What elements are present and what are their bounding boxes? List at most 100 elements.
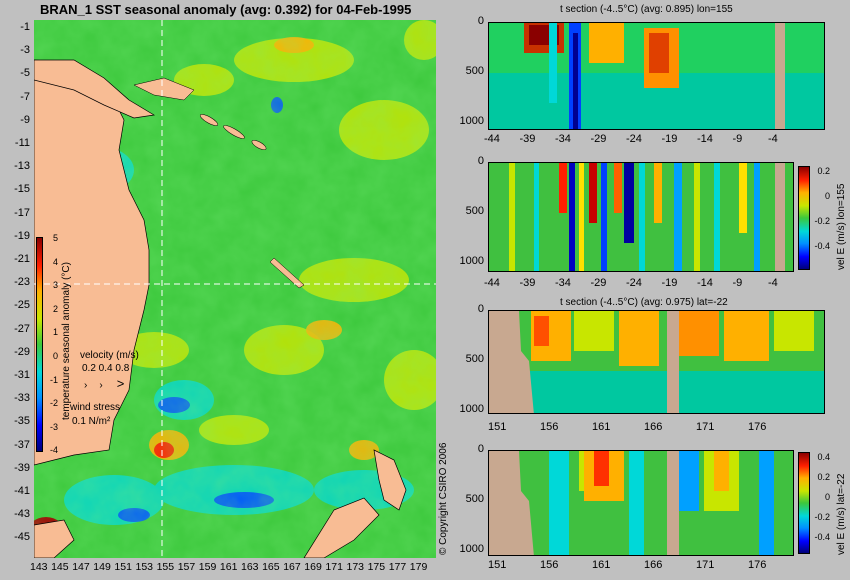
lat-tick-label: -39 bbox=[14, 461, 30, 474]
p2-x-tick-label: -4 bbox=[768, 277, 778, 289]
lat-tick-label: -3 bbox=[20, 44, 30, 57]
wind-legend-scale: 0.1 N/m² bbox=[72, 416, 111, 427]
lat-tick-label: -11 bbox=[14, 137, 30, 149]
p2-y-tick-label: 1000 bbox=[459, 255, 484, 267]
lon-tick-label: 175 bbox=[367, 561, 386, 573]
sst-anomaly-map[interactable] bbox=[34, 20, 436, 558]
p4-x-tick-label: 166 bbox=[644, 559, 663, 571]
panel2-canvas bbox=[489, 163, 793, 271]
lat-tick-label: -29 bbox=[14, 345, 30, 358]
tasmania-land bbox=[34, 519, 75, 558]
panel2-y-axis: 0 500 1000 bbox=[450, 155, 486, 272]
p4-x-tick-label: 171 bbox=[696, 559, 715, 571]
p3-x-tick-label: 176 bbox=[748, 421, 767, 433]
colorbar-tick-label: 5 bbox=[52, 233, 58, 243]
lat-tick-label: -43 bbox=[14, 508, 30, 521]
lon-tick-label: 151 bbox=[114, 561, 132, 573]
panel4-x-axis: 151 156 161 166 171 176 bbox=[488, 560, 828, 574]
lat-tick-label: -31 bbox=[14, 369, 30, 381]
lat-tick-label: -19 bbox=[14, 229, 30, 242]
panel4-colorbar-ticks: 0.4 0.2 0 -0.2 -0.4 bbox=[812, 452, 832, 554]
lon-tick-label: 145 bbox=[51, 561, 69, 573]
p4-colorbar-tick-label: -0.4 bbox=[814, 532, 830, 542]
lon-tick-label: 147 bbox=[72, 561, 90, 573]
panel3-title: t section (-4..5°C) (avg: 0.975) lat=-22 bbox=[560, 297, 728, 308]
p4-colorbar-tick-label: 0.4 bbox=[817, 452, 830, 462]
colorbar-tick-label: 4 bbox=[52, 256, 58, 267]
colorbar-tick-label: 1 bbox=[52, 327, 58, 338]
panel4-colorbar-label: vel E (m/s) lat=-22 bbox=[836, 473, 847, 555]
panel3-temp-section-lat22[interactable] bbox=[488, 310, 825, 414]
velocity-legend-scale: 0.2 0.4 0.8 bbox=[82, 363, 130, 374]
p2-x-tick-label: -39 bbox=[519, 277, 536, 289]
p1-x-tick-label: -44 bbox=[484, 133, 500, 145]
lon-tick-label: 167 bbox=[283, 561, 301, 573]
colorbar-tick-label: -2 bbox=[49, 398, 58, 409]
lon-tick-label: 163 bbox=[241, 561, 259, 573]
lon-tick-label: 179 bbox=[409, 561, 428, 573]
p1-x-tick-label: -19 bbox=[661, 133, 678, 145]
map-lon-axis: 143 145 147 149 151 153 155 157 159 161 163 165 167 1… bbox=[30, 562, 440, 576]
map-colorbar bbox=[36, 237, 43, 452]
lat-tick-label: -33 bbox=[14, 392, 30, 405]
lat-tick-label: -23 bbox=[14, 276, 30, 289]
panel3-x-axis: 151 156 161 166 171 176 bbox=[488, 422, 828, 436]
lat-tick-label: -7 bbox=[20, 90, 30, 103]
lon-tick-label: 153 bbox=[135, 561, 154, 573]
p1-x-tick-label: -34 bbox=[555, 133, 571, 145]
p2-x-tick-label: -34 bbox=[555, 277, 571, 289]
panel4-canvas bbox=[489, 451, 793, 555]
panel1-y-axis: 0 500 1000 bbox=[450, 15, 486, 130]
lat-tick-label: -27 bbox=[14, 322, 30, 335]
lon-tick-label: 169 bbox=[304, 561, 322, 573]
new-caledonia-land bbox=[269, 257, 305, 289]
lat-tick-label: -5 bbox=[20, 67, 30, 80]
colorbar-tick-label: -3 bbox=[49, 421, 58, 432]
p2-x-tick-label: -9 bbox=[732, 277, 743, 289]
lon-tick-label: 171 bbox=[325, 561, 343, 573]
panel4-y-axis: 0 500 1000 bbox=[450, 443, 486, 556]
p1-y-tick-label: 0 bbox=[477, 15, 484, 27]
panel4-vel-section-lat22[interactable] bbox=[488, 450, 794, 556]
p2-x-tick-label: -29 bbox=[590, 277, 607, 289]
map-title: BRAN_1 SST seasonal anomaly (avg: 0.392)… bbox=[40, 2, 412, 17]
copyright-text: © Copyright CSIRO 2006 bbox=[438, 442, 449, 555]
p2-colorbar-tick-label: 0 bbox=[824, 191, 830, 201]
p4-x-tick-label: 156 bbox=[540, 559, 559, 571]
p4-y-tick-label: 0 bbox=[477, 443, 484, 455]
lon-tick-label: 157 bbox=[177, 561, 196, 573]
p2-y-tick-label: 500 bbox=[465, 205, 484, 217]
p1-x-tick-label: -9 bbox=[732, 133, 743, 145]
lon-tick-label: 165 bbox=[262, 561, 280, 573]
p2-y-tick-label: 0 bbox=[477, 155, 484, 167]
p4-x-tick-label: 176 bbox=[748, 559, 767, 571]
wind-legend-label: wind stress bbox=[70, 402, 121, 413]
p4-x-tick-label: 161 bbox=[592, 559, 611, 571]
p4-colorbar-tick-label: -0.2 bbox=[814, 512, 830, 522]
lon-tick-label: 149 bbox=[93, 561, 111, 573]
p1-y-tick-label: 1000 bbox=[459, 115, 484, 127]
panel1-title: t section (-4..5°C) (avg: 0.895) lon=155 bbox=[560, 4, 733, 15]
p1-x-tick-label: -14 bbox=[697, 133, 713, 145]
p4-y-tick-label: 1000 bbox=[459, 543, 484, 555]
panel1-x-axis: -44 -39 -34 -29 -24 -19 -14 -9 -4 bbox=[484, 133, 828, 148]
lon-tick-label: 159 bbox=[198, 561, 217, 573]
panel2-vel-section-lon155[interactable] bbox=[488, 162, 794, 272]
p1-x-tick-label: -39 bbox=[519, 133, 536, 145]
p1-x-tick-label: -4 bbox=[768, 133, 778, 145]
p3-x-tick-label: 151 bbox=[488, 421, 507, 433]
lat-tick-label: -21 bbox=[14, 253, 30, 265]
lat-tick-label: -25 bbox=[14, 299, 30, 312]
lon-tick-label: 155 bbox=[156, 561, 175, 573]
colorbar-tick-label: 2 bbox=[52, 303, 58, 314]
p4-colorbar-tick-label: 0.2 bbox=[817, 472, 830, 482]
p2-colorbar-tick-label: -0.2 bbox=[814, 216, 830, 226]
colorbar-tick-label: -1 bbox=[49, 374, 58, 385]
panel1-temp-section-lon155[interactable] bbox=[488, 22, 825, 130]
p3-x-tick-label: 166 bbox=[644, 421, 663, 433]
p2-x-tick-label: -44 bbox=[484, 277, 500, 289]
map-colorbar-ticks: 5 4 3 2 1 0 -1 -2 -3 -4 bbox=[46, 233, 60, 458]
map-colorbar-label: temperature seasonal anomaly (°C) bbox=[61, 262, 72, 420]
lat-tick-label: -1 bbox=[20, 21, 30, 33]
p3-x-tick-label: 161 bbox=[592, 421, 611, 433]
